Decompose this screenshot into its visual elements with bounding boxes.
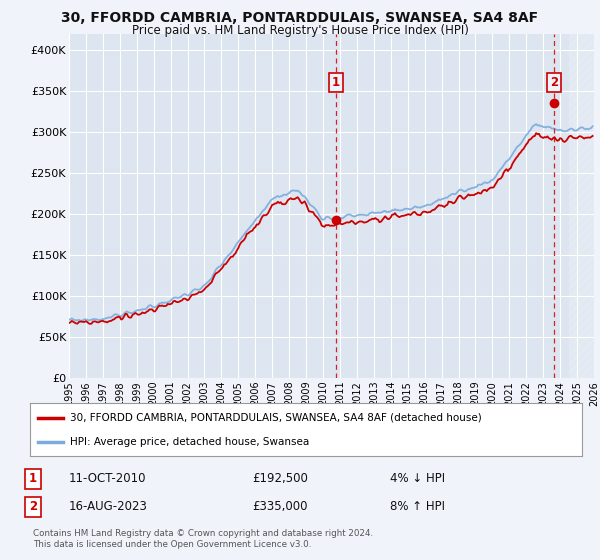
Text: 2: 2: [29, 500, 37, 514]
Bar: [569, 34, 594, 378]
Text: 11-OCT-2010: 11-OCT-2010: [69, 472, 146, 486]
Text: Contains HM Land Registry data © Crown copyright and database right 2024.
This d: Contains HM Land Registry data © Crown c…: [33, 529, 373, 549]
Text: HPI: Average price, detached house, Swansea: HPI: Average price, detached house, Swan…: [70, 437, 309, 447]
Text: £192,500: £192,500: [252, 472, 308, 486]
Text: 30, FFORDD CAMBRIA, PONTARDDULAIS, SWANSEA, SA4 8AF (detached house): 30, FFORDD CAMBRIA, PONTARDDULAIS, SWANS…: [70, 413, 481, 423]
Text: £335,000: £335,000: [252, 500, 308, 514]
Text: 1: 1: [29, 472, 37, 486]
Text: 4% ↓ HPI: 4% ↓ HPI: [390, 472, 445, 486]
Bar: [569, 34, 594, 378]
Text: 1: 1: [332, 76, 340, 89]
Text: 2: 2: [550, 76, 558, 89]
Text: 30, FFORDD CAMBRIA, PONTARDDULAIS, SWANSEA, SA4 8AF: 30, FFORDD CAMBRIA, PONTARDDULAIS, SWANS…: [61, 11, 539, 25]
Text: 8% ↑ HPI: 8% ↑ HPI: [390, 500, 445, 514]
Text: 16-AUG-2023: 16-AUG-2023: [69, 500, 148, 514]
Text: Price paid vs. HM Land Registry's House Price Index (HPI): Price paid vs. HM Land Registry's House …: [131, 24, 469, 36]
